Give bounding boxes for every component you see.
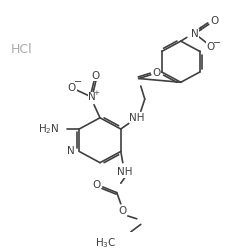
Text: O: O [92,71,100,81]
Text: O: O [119,206,127,216]
Text: HCl: HCl [11,43,33,56]
Text: −: − [74,77,82,87]
Text: −: − [213,38,221,48]
Text: NH: NH [129,113,144,123]
Text: O: O [93,180,101,190]
Text: NH: NH [117,167,132,177]
Text: H$_3$C: H$_3$C [95,236,117,248]
Text: N: N [88,92,96,102]
Text: O: O [68,83,76,93]
Text: H$_2$N: H$_2$N [38,122,59,136]
Text: O: O [207,42,215,52]
Text: O: O [153,68,161,78]
Text: +: + [93,91,99,96]
Text: O: O [211,16,219,26]
Text: N: N [67,147,75,156]
Text: N: N [191,29,199,39]
Text: +: + [197,26,203,32]
